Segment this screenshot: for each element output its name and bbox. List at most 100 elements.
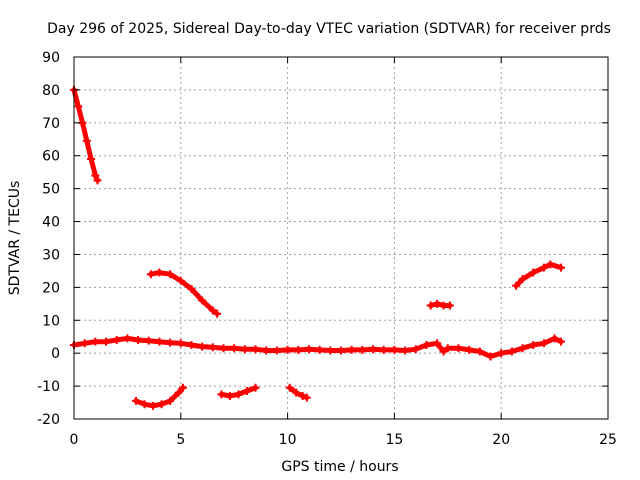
data-point: [326, 346, 335, 355]
data-point: [272, 346, 281, 355]
data-point: [529, 268, 538, 277]
data-point: [390, 345, 399, 354]
data-point: [539, 263, 548, 272]
series-negative-3: [285, 383, 311, 402]
series-band: [133, 385, 186, 409]
data-point: [219, 344, 228, 353]
data-point: [465, 345, 474, 354]
series-short-segment: [426, 299, 454, 310]
data-point: [149, 401, 158, 410]
data-point: [155, 268, 164, 277]
y-axis-label: SDTVAR / TECUs: [7, 181, 23, 296]
data-point: [123, 334, 132, 343]
data-point: [518, 275, 527, 284]
data-point: [176, 339, 185, 348]
y-tick-label: 80: [42, 83, 60, 99]
data-point: [518, 344, 527, 353]
data-point: [178, 383, 187, 392]
data-point: [74, 102, 83, 111]
data-point: [304, 345, 313, 354]
data-point: [292, 388, 301, 397]
data-point: [315, 345, 324, 354]
data-point: [80, 339, 89, 348]
data-point: [198, 296, 207, 305]
data-point: [439, 347, 448, 356]
data-point: [91, 171, 100, 180]
data-point: [157, 400, 166, 409]
data-point: [422, 340, 431, 349]
plot-frame: [73, 56, 609, 420]
data-point: [87, 155, 96, 164]
data-point: [146, 270, 155, 279]
data-point: [251, 345, 260, 354]
data-point: [298, 391, 307, 400]
y-tick-label: 0: [51, 346, 60, 362]
x-tick-label: 0: [70, 432, 79, 448]
data-point: [243, 387, 252, 396]
x-tick-label: 10: [279, 432, 297, 448]
data-point: [166, 396, 175, 405]
y-tick-label: 50: [42, 182, 60, 198]
data-point: [102, 337, 111, 346]
data-point: [486, 352, 495, 361]
data-point: [174, 388, 183, 397]
data-point: [240, 345, 249, 354]
series-band: [148, 270, 220, 317]
series-arc-mid: [146, 268, 222, 318]
y-tick-label: 40: [42, 215, 60, 231]
data-point: [230, 344, 239, 353]
data-point: [82, 136, 91, 145]
y-tick-label: -10: [37, 379, 60, 395]
data-point: [262, 346, 271, 355]
data-point: [337, 346, 345, 355]
data-point: [539, 339, 548, 348]
data-marks: [70, 85, 566, 410]
x-tick-label: 5: [176, 432, 185, 448]
data-point: [443, 344, 452, 353]
data-point: [433, 339, 442, 348]
data-point: [550, 334, 559, 343]
data-point: [131, 396, 140, 405]
chart-title: Day 296 of 2025, Sidereal Day-to-day VTE…: [47, 21, 611, 37]
data-point: [112, 336, 121, 345]
y-tick-label: 70: [42, 116, 60, 132]
data-point: [187, 285, 196, 294]
data-point: [546, 260, 555, 269]
data-point: [557, 263, 566, 272]
data-point: [294, 345, 303, 354]
data-point: [557, 337, 566, 346]
data-point: [187, 340, 196, 349]
data-point: [369, 345, 378, 354]
series-negative-2: [217, 383, 260, 400]
y-tick-label: -20: [37, 412, 60, 428]
y-tick-label: 90: [42, 50, 60, 66]
y-tick-label: 60: [42, 149, 60, 165]
data-point: [433, 299, 442, 308]
y-tick-label: 30: [42, 247, 60, 263]
data-point: [144, 336, 153, 345]
data-point: [155, 337, 164, 346]
y-axis-ticks: -20 -10 0 10 20 30 40 50 60 70 80 90: [37, 50, 608, 428]
data-point: [512, 281, 521, 290]
data-point: [93, 176, 102, 185]
data-point: [208, 343, 217, 352]
data-point: [358, 345, 367, 354]
data-point: [475, 347, 484, 356]
data-point: [225, 391, 234, 400]
x-axis-label: GPS time / hours: [281, 459, 398, 475]
data-point: [251, 383, 260, 392]
data-point: [497, 349, 506, 358]
data-point: [140, 400, 149, 409]
data-point: [507, 347, 516, 356]
data-point: [283, 345, 292, 354]
series-rising-late: [512, 260, 566, 290]
x-tick-label: 20: [492, 432, 510, 448]
data-point: [213, 309, 222, 318]
data-point: [529, 340, 538, 349]
series-baseline: [70, 334, 566, 361]
data-point: [285, 383, 294, 392]
data-point: [198, 342, 207, 351]
data-point: [445, 301, 454, 310]
data-point: [176, 276, 185, 285]
